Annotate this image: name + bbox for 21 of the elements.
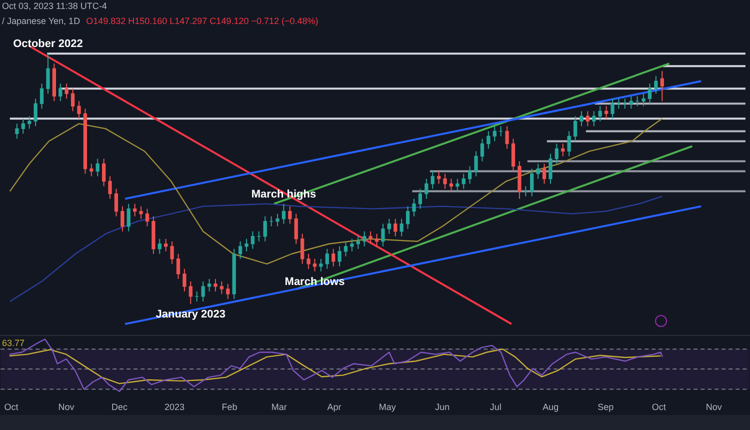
x-tick-label: Oct [652,402,666,412]
x-tick-label: Aug [542,402,559,412]
x-tick-label: Nov [58,402,75,412]
x-tick-label: 2023 [164,402,185,412]
x-tick-label: Nov [706,402,722,412]
candlestick [214,278,218,292]
x-tick-label: Mar [271,402,287,412]
x-tick-label: Feb [222,402,238,412]
x-tick-label: May [378,402,396,412]
text: O149.832 H150.160 L147.297 C149.120 −0.712 (−0.48%) [86,16,318,26]
x-tick-label: Dec [111,402,128,412]
x-tick-label: Jul [490,402,502,412]
chart-title: / Japanese Yen, 1D [2,16,80,26]
candlestick [195,290,199,302]
text: Oct 03, 2023 11:38 UTC-4 [2,1,107,11]
annotation: October 2022 [13,38,83,50]
x-tick-label: Jun [435,402,450,412]
x-tick-label: Apr [327,402,342,412]
x-tick-label: Oct [4,402,19,412]
annotation: 63.77 [2,338,25,348]
x-tick-label: Sep [598,402,614,412]
